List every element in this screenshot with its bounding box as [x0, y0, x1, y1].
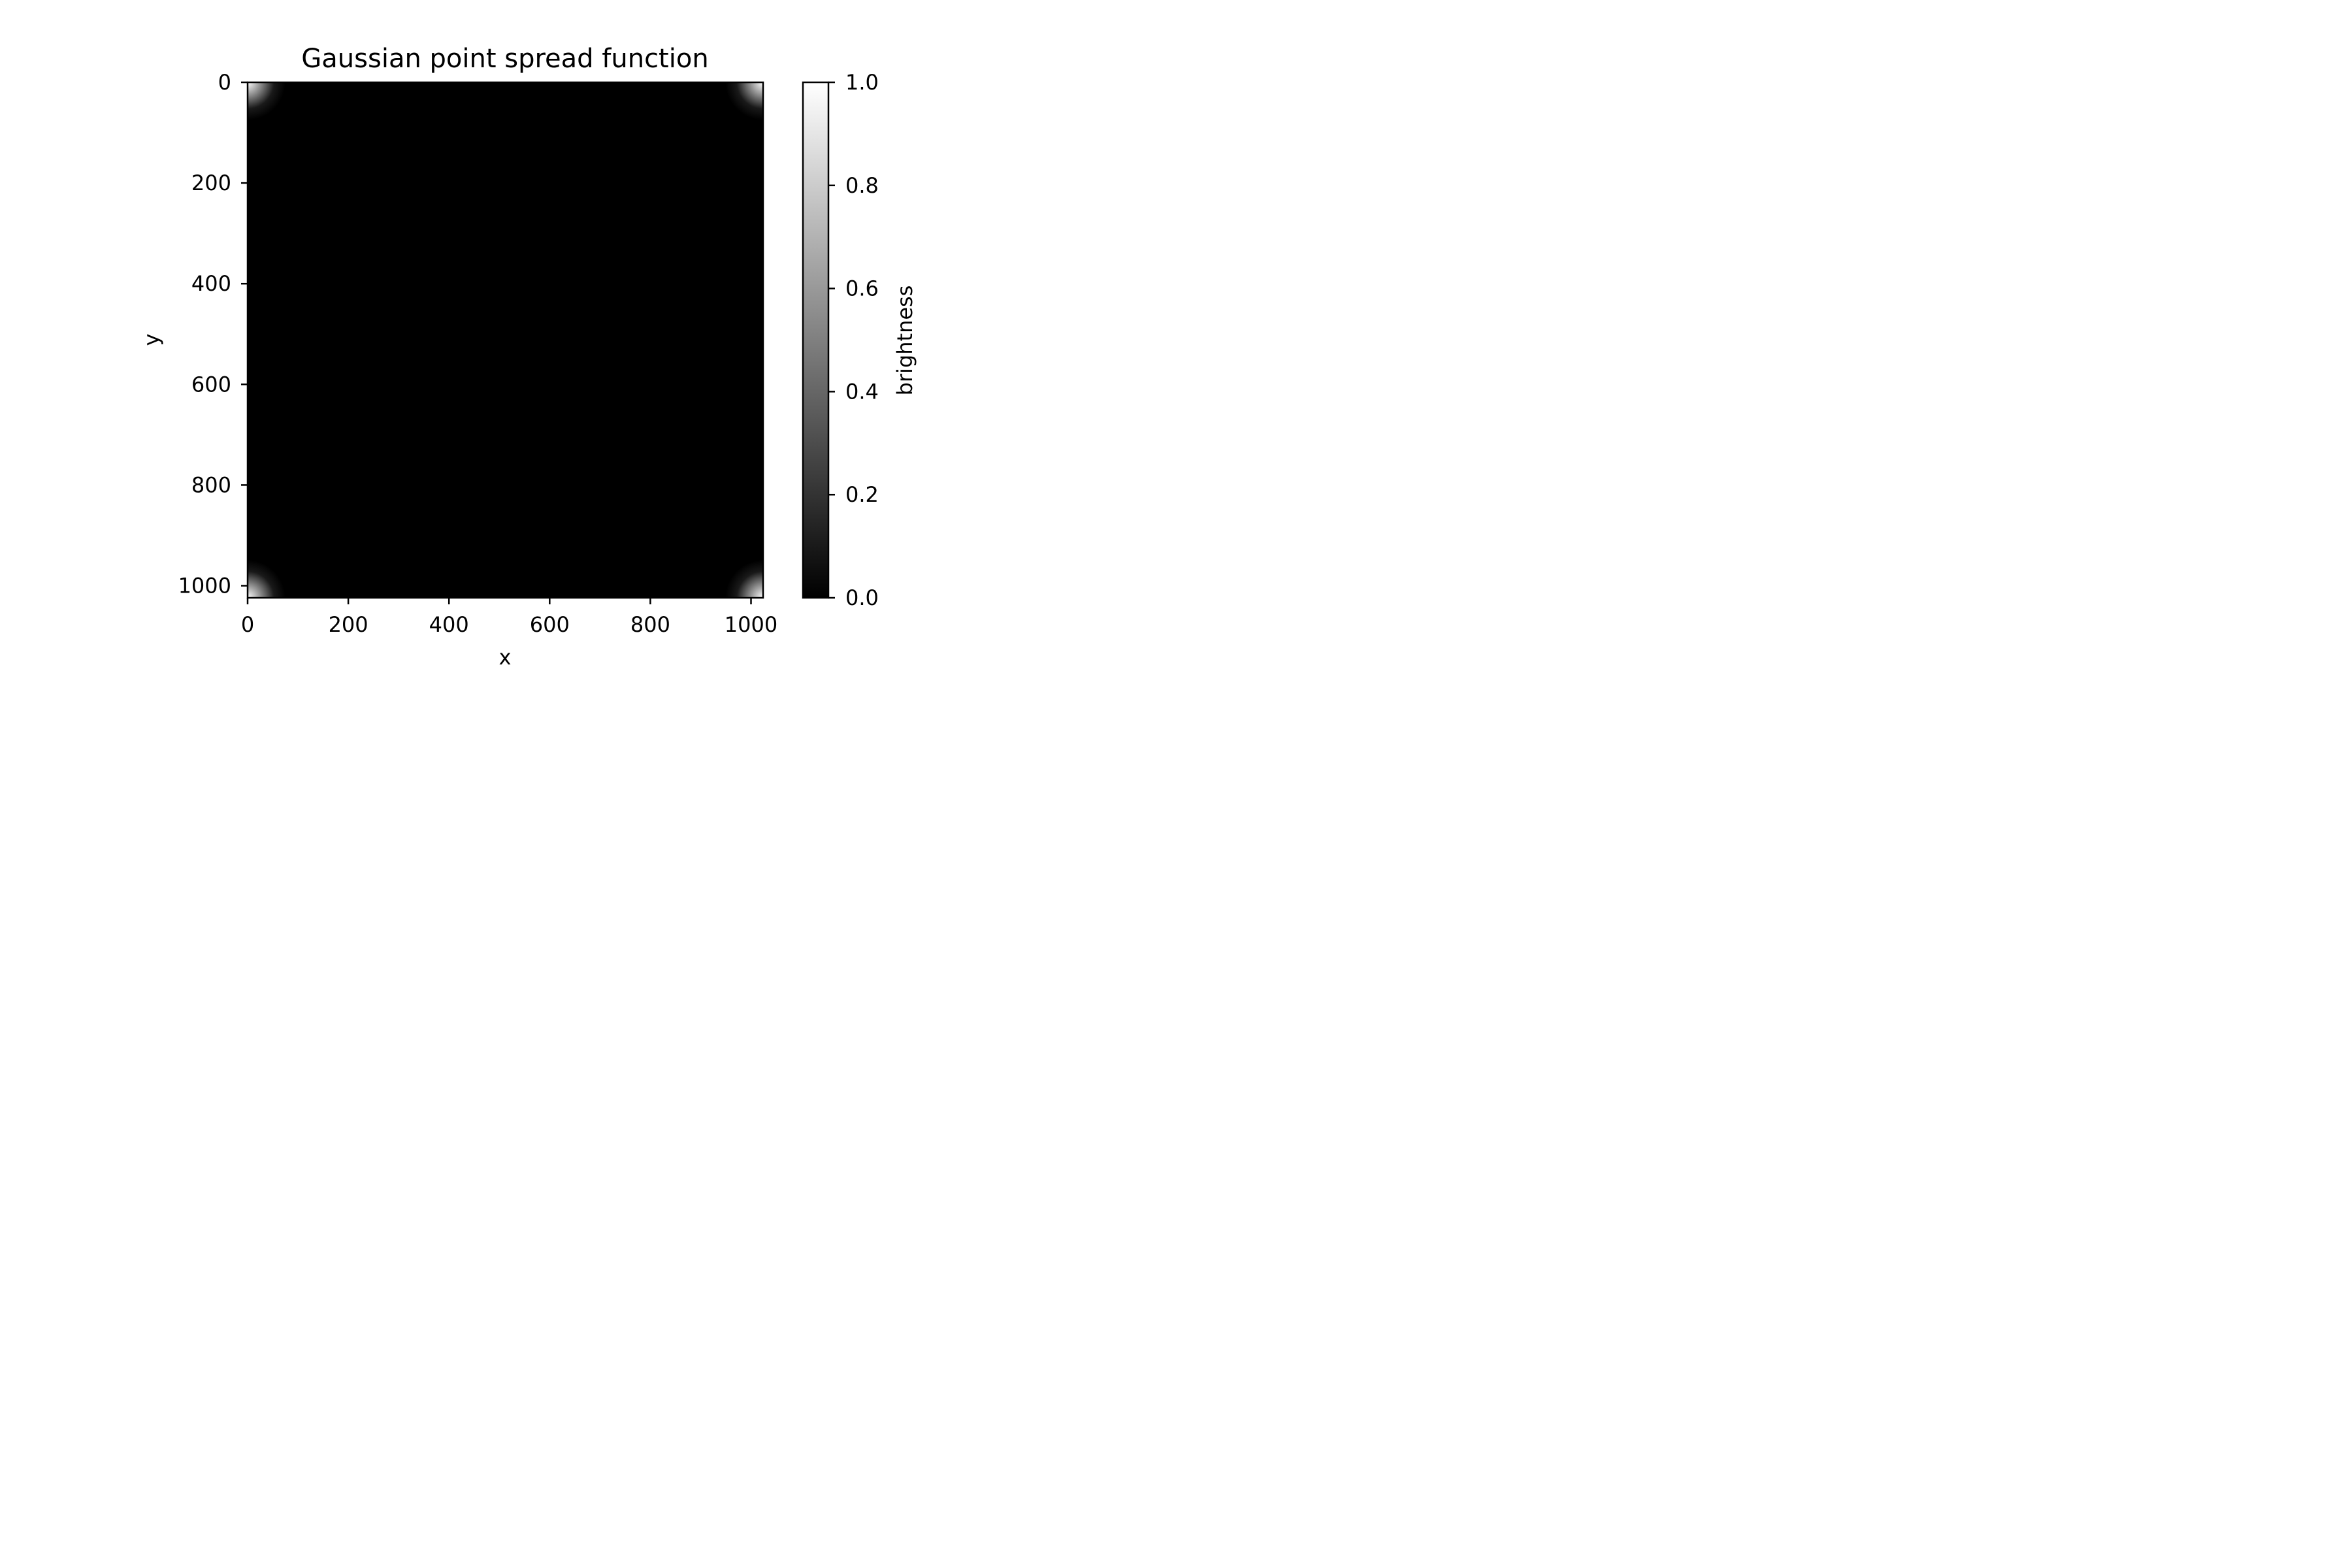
- x-tick-label: 400: [429, 612, 469, 637]
- y-axis-ticks: 0 200 400 600 800 1000: [178, 70, 248, 598]
- colorbar-tick-label: 0.6: [845, 276, 879, 301]
- plot-frame: [246, 81, 764, 599]
- psf-peak-1: [725, 82, 763, 120]
- colorbar-tick-label: 1.0: [845, 70, 879, 95]
- y-tick-label: 600: [191, 372, 231, 397]
- colorbar-label: brightness: [892, 286, 917, 396]
- colorbar-tick-label: 0.8: [845, 173, 879, 198]
- colorbar-tick-label: 0.0: [845, 585, 879, 610]
- x-tick-label: 1000: [725, 612, 777, 637]
- heatmap-background: [248, 82, 763, 598]
- psf-peak-2: [248, 560, 286, 598]
- y-tick-label: 200: [191, 171, 231, 195]
- y-tick-label: 400: [191, 271, 231, 296]
- x-tick-label: 0: [241, 612, 254, 637]
- figure: Gaussian point spread function 0 200 400 60…: [139, 44, 917, 670]
- colorbar-gradient: [802, 81, 830, 599]
- chart-title: Gaussian point spread function: [301, 44, 708, 74]
- y-tick-label: 800: [191, 472, 231, 497]
- psf-peaks: [248, 82, 763, 598]
- psf-peak-3: [725, 560, 763, 598]
- x-tick-label: 200: [329, 612, 368, 637]
- colorbar-ticks: 0.0 0.2 0.4 0.6 0.8 1.0: [828, 70, 879, 610]
- x-tick-label: 800: [630, 612, 670, 637]
- psf-peak-0: [248, 82, 286, 120]
- x-axis-ticks: 0 200 400 600 800 1000: [241, 598, 777, 637]
- y-tick-label: 1000: [178, 574, 231, 598]
- colorbar-tick-label: 0.4: [845, 379, 879, 404]
- colorbar: 0.0 0.2 0.4 0.6 0.8 1.0 brightness: [802, 70, 917, 610]
- x-axis-label: x: [499, 645, 512, 670]
- y-tick-label: 0: [218, 70, 231, 95]
- x-tick-label: 600: [530, 612, 570, 637]
- y-axis-label: y: [139, 334, 164, 346]
- colorbar-tick-label: 0.2: [845, 482, 879, 507]
- heatmap-image: [248, 82, 763, 598]
